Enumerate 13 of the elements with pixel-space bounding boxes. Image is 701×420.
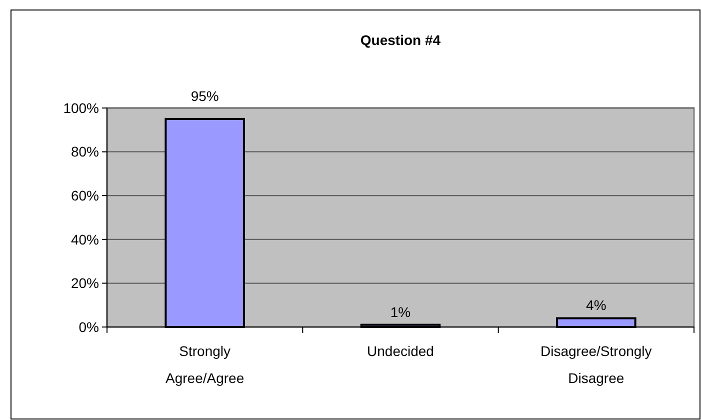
y-tick-label: 60% <box>70 188 99 204</box>
y-tick-label: 40% <box>70 231 99 248</box>
data-label: 1% <box>390 304 411 320</box>
data-label: 4% <box>586 297 606 314</box>
x-tick-label: Disagree/Strongly Disagree <box>540 343 652 386</box>
y-tick-label: 0% <box>78 318 99 335</box>
y-tick-label: 20% <box>70 275 99 292</box>
x-tick-label: Strongly Agree/Agree <box>166 343 244 386</box>
x-tick-label: Undecided <box>367 343 434 359</box>
y-tick-label: 80% <box>70 144 99 160</box>
data-label: 95% <box>190 88 219 104</box>
y-tick-label: 100% <box>63 100 99 116</box>
chart-title: Question #4 <box>360 32 441 48</box>
